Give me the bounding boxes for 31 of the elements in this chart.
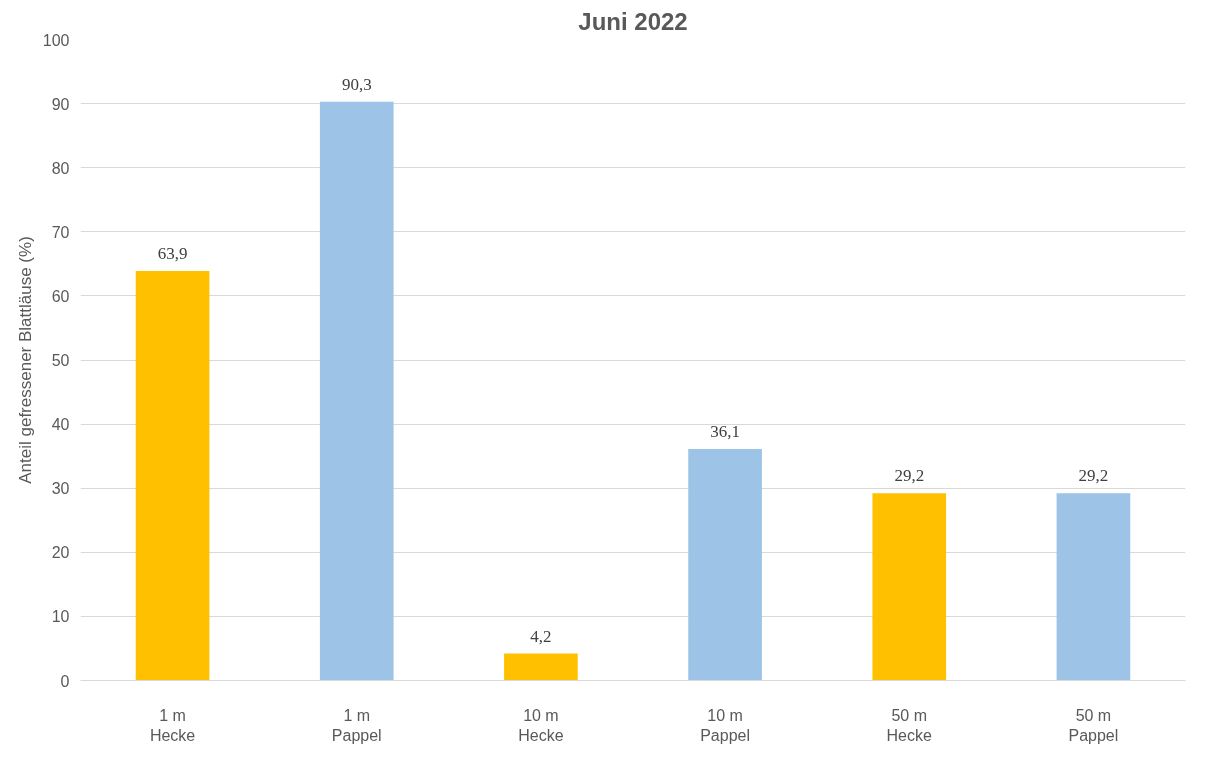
- y-tick-label: 90: [51, 95, 70, 113]
- y-tick-label: 60: [51, 287, 70, 305]
- x-tick-label: 10 m Hecke: [518, 706, 564, 744]
- bar: [688, 449, 762, 681]
- data-label: 36,1: [710, 422, 740, 442]
- data-label: 90,3: [341, 74, 372, 94]
- x-tick-label: 1 m Pappel: [331, 706, 382, 744]
- y-tick-label: 20: [51, 544, 70, 562]
- y-tick-label: 40: [51, 416, 70, 434]
- y-tick-label: 50: [51, 352, 70, 369]
- data-label: 29,2: [894, 466, 925, 486]
- y-tick-label: 30: [51, 480, 70, 498]
- chart-title: Juni 2022: [578, 7, 688, 35]
- bar: [872, 493, 947, 681]
- data-label: 29,2: [1078, 466, 1109, 486]
- x-tick-label: 10 m Pappel: [700, 706, 750, 744]
- bar: [135, 270, 210, 681]
- bar: [1056, 493, 1131, 681]
- bar: [319, 101, 394, 681]
- y-tick-label: 80: [51, 159, 70, 177]
- x-tick-label: 50 m Pappel: [1068, 706, 1119, 744]
- data-label: 63,9: [157, 243, 188, 263]
- y-tick-label: 100: [42, 31, 70, 49]
- y-axis-title: Anteil gefressener Blattläuse (%): [15, 236, 35, 484]
- x-tick-label: 50 m Hecke: [886, 706, 933, 744]
- bar: [504, 653, 578, 681]
- y-tick-label: 10: [51, 608, 70, 626]
- data-label: 4,2: [530, 626, 552, 646]
- y-tick-label: 70: [51, 223, 70, 241]
- x-tick-label: 1 m Hecke: [149, 706, 196, 744]
- y-tick-label: 0: [60, 672, 70, 690]
